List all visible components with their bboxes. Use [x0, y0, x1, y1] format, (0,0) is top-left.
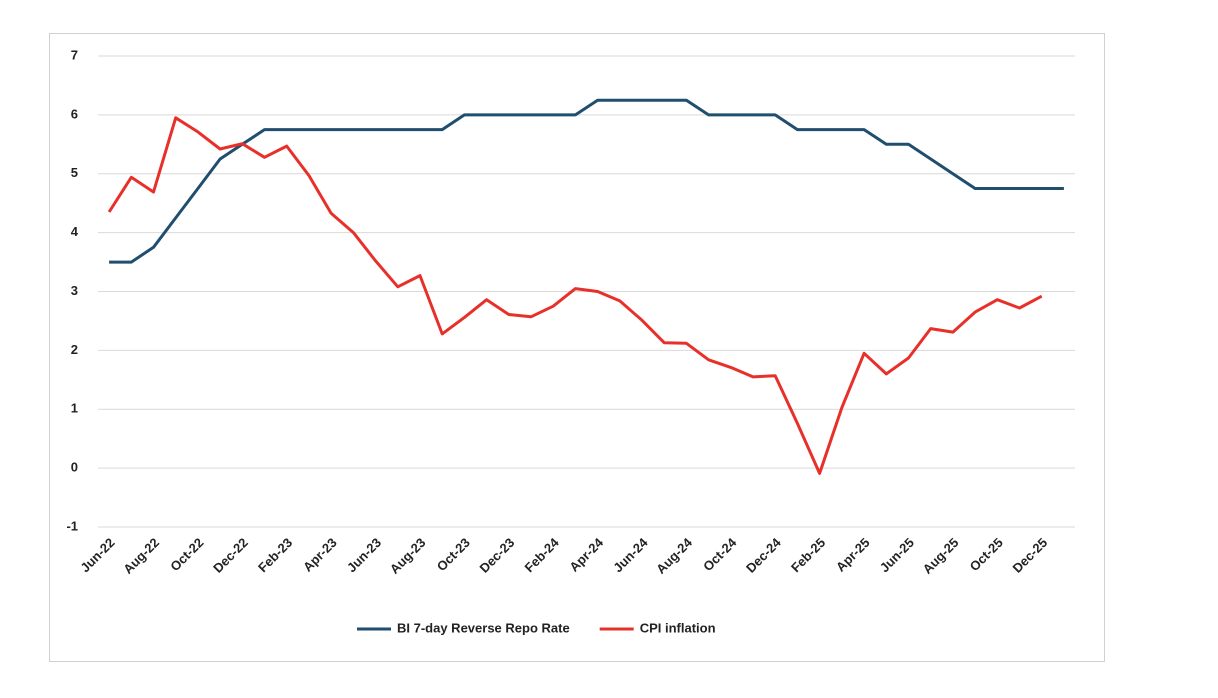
line-series [107, 116, 1043, 475]
y-tick-label: 4 [71, 224, 79, 239]
line-series [109, 98, 1064, 264]
legend-label: BI 7-day Reverse Repo Rate [397, 620, 570, 635]
chart-frame [49, 33, 1105, 662]
y-tick-label: 1 [71, 401, 78, 416]
y-tick-label: 7 [71, 47, 78, 62]
y-tick-label: 3 [71, 283, 78, 298]
y-tick-label: 2 [71, 342, 78, 357]
y-tick-label: 0 [71, 460, 78, 475]
y-tick-label: -1 [66, 518, 78, 533]
legend-label: CPI inflation [640, 620, 716, 635]
y-tick-label: 5 [71, 165, 78, 180]
y-tick-label: 6 [71, 106, 78, 121]
